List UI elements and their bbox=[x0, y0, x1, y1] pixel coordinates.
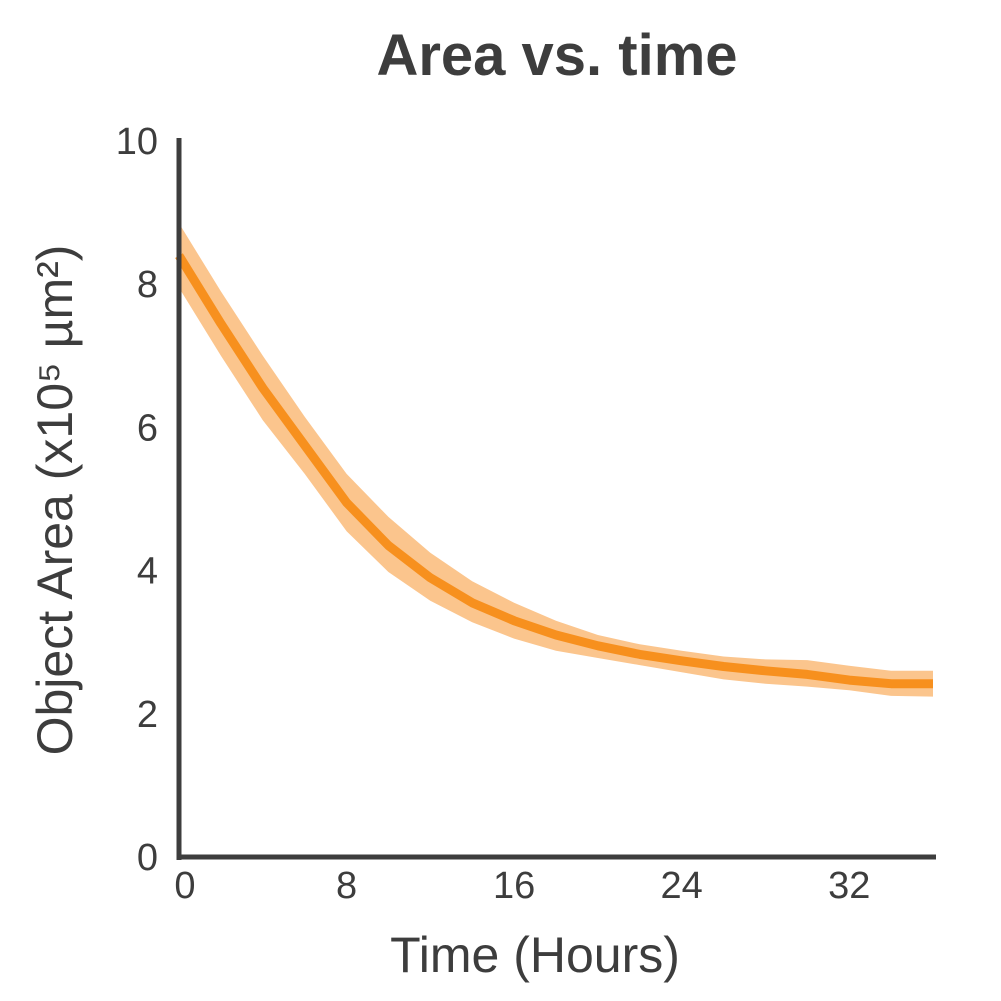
x-tick-label: 16 bbox=[493, 865, 535, 907]
y-tick-labels: 0 2 4 6 8 10 bbox=[116, 121, 158, 879]
y-tick-label: 0 bbox=[137, 837, 158, 879]
y-tick-label: 8 bbox=[137, 264, 158, 306]
x-tick-labels: 0 8 16 24 32 bbox=[174, 865, 870, 907]
mean-area-line bbox=[175, 253, 933, 689]
x-tick-label: 0 bbox=[174, 865, 195, 907]
y-tick-label: 10 bbox=[116, 121, 158, 163]
chart-title: Area vs. time bbox=[376, 23, 737, 88]
x-tick-label: 24 bbox=[661, 865, 703, 907]
y-tick-label: 2 bbox=[137, 694, 158, 736]
confidence-band bbox=[179, 223, 933, 697]
x-tick-label: 32 bbox=[828, 865, 870, 907]
y-tick-label: 4 bbox=[137, 551, 158, 593]
x-axis-label: Time (Hours) bbox=[390, 927, 680, 983]
y-axis-label: Object Area (x10⁵ µm²) bbox=[27, 245, 83, 756]
x-tick-label: 8 bbox=[336, 865, 357, 907]
y-tick-label: 6 bbox=[137, 407, 158, 449]
